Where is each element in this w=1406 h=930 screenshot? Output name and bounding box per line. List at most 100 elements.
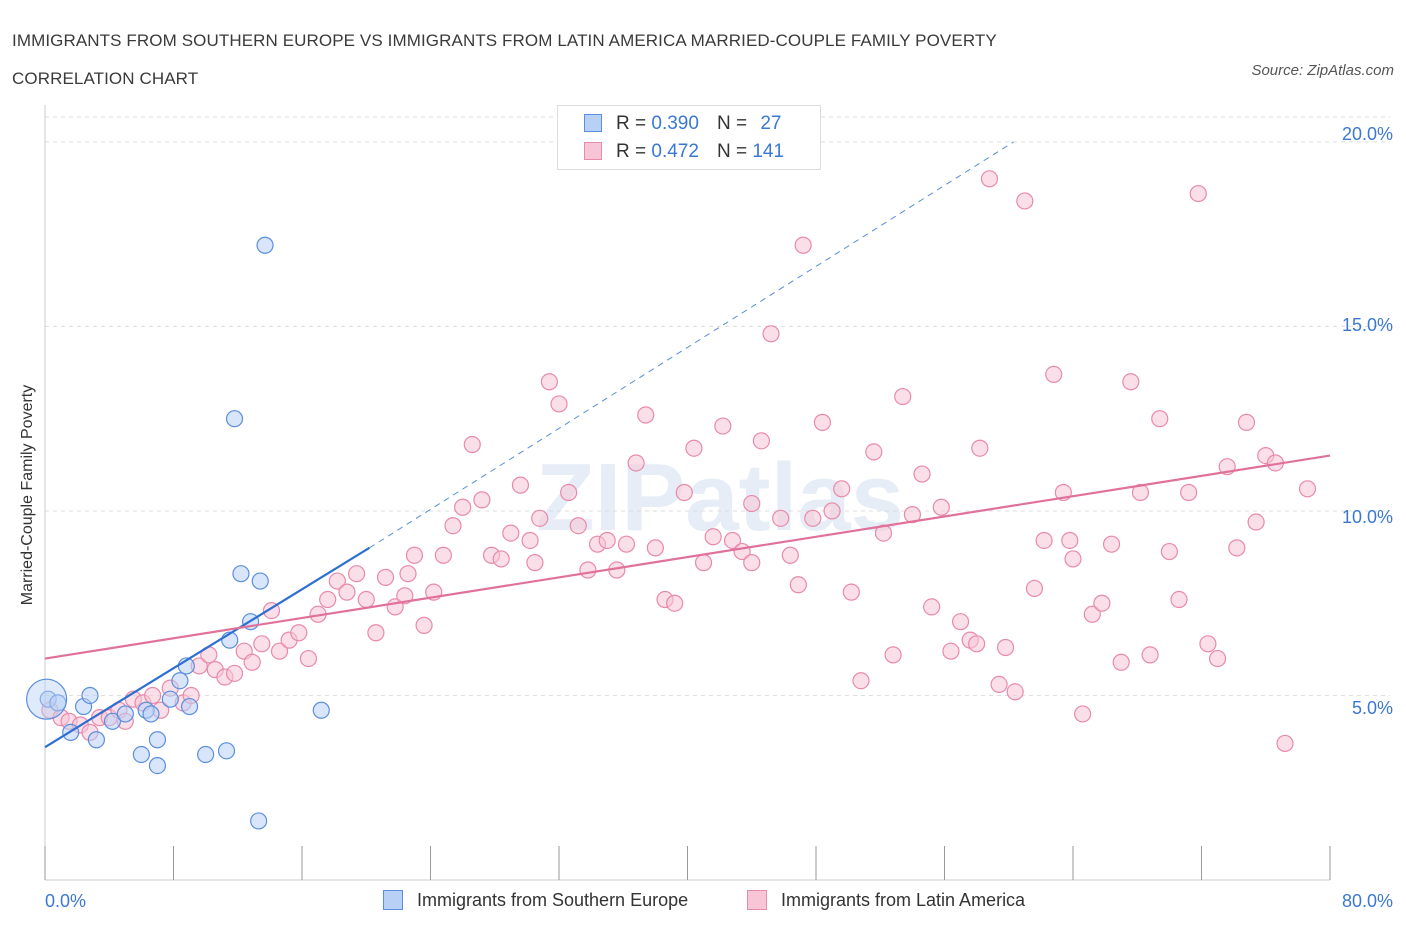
latin-america-point bbox=[144, 686, 162, 705]
latin-america-point bbox=[444, 517, 462, 535]
latin-america-point bbox=[714, 417, 732, 435]
legend-n-value: 141 bbox=[752, 141, 785, 162]
latin-america-point bbox=[290, 624, 308, 642]
latin-america-point bbox=[704, 528, 722, 546]
latin-america-point bbox=[270, 642, 289, 660]
latin-america-point bbox=[990, 675, 1008, 694]
southern-europe-cluster-point bbox=[26, 678, 68, 720]
southern-europe-point bbox=[142, 705, 160, 723]
latin-america-point bbox=[376, 568, 395, 586]
southern-europe-point bbox=[161, 690, 179, 708]
latin-america-point bbox=[627, 454, 645, 472]
latin-america-point bbox=[723, 531, 742, 550]
legend-row-southern-europe: R = 0.390 N = 27 bbox=[584, 113, 781, 135]
latin-america-point bbox=[1045, 365, 1063, 384]
latin-america-point bbox=[463, 435, 481, 454]
latin-america-point bbox=[743, 554, 761, 572]
legend-r-label: R = bbox=[616, 141, 647, 162]
latin-america-point bbox=[1006, 683, 1024, 701]
latin-america-point bbox=[942, 642, 960, 660]
latin-america-point bbox=[823, 502, 841, 520]
latin-america-point bbox=[1247, 513, 1265, 531]
legend-swatch-blue bbox=[584, 114, 602, 132]
southern-europe-point bbox=[312, 701, 330, 719]
latin-america-point bbox=[434, 546, 452, 564]
bottom-legend-label: Immigrants from Southern Europe bbox=[417, 890, 689, 910]
latin-america-point bbox=[951, 613, 970, 631]
latin-america-point bbox=[1180, 483, 1198, 502]
latin-america-point bbox=[1064, 550, 1082, 568]
latin-america-point bbox=[842, 583, 860, 601]
stats-legend: R = 0.390 N = 27 R = 0.472 N = 141 bbox=[557, 105, 821, 170]
latin-america-point bbox=[357, 590, 375, 609]
southern-europe-point bbox=[148, 756, 167, 775]
latin-america-point bbox=[319, 590, 337, 609]
bottom-swatch-blue bbox=[383, 890, 403, 910]
latin-america-point bbox=[415, 616, 433, 634]
latin-america-point bbox=[772, 509, 790, 527]
latin-america-point bbox=[1189, 184, 1207, 203]
latin-america-point bbox=[884, 646, 902, 664]
axes bbox=[44, 105, 1331, 881]
southern-europe-point bbox=[116, 705, 134, 723]
latin-america-point bbox=[789, 576, 807, 594]
latin-america-point bbox=[492, 550, 510, 568]
latin-america-point bbox=[913, 465, 931, 483]
latin-america-point bbox=[1035, 531, 1053, 550]
latin-america-point bbox=[1199, 635, 1217, 653]
latin-america-point bbox=[405, 546, 424, 564]
latin-america-point bbox=[752, 432, 770, 450]
southern-europe-point bbox=[171, 672, 189, 690]
latin-america-point bbox=[923, 598, 941, 616]
y-tick-5: 5.0% bbox=[1351, 698, 1393, 718]
latin-america-trend-line bbox=[44, 454, 1331, 660]
latin-america-point bbox=[338, 583, 356, 601]
southern-europe-point bbox=[81, 686, 99, 705]
bottom-legend-latin-america: Immigrants from Latin America bbox=[747, 890, 1025, 911]
latin-america-point bbox=[328, 572, 346, 590]
bottom-swatch-pink bbox=[747, 890, 767, 910]
latin-america-point bbox=[1151, 410, 1169, 428]
latin-america-point bbox=[996, 638, 1015, 657]
latin-america-point bbox=[894, 387, 912, 406]
latin-america-point bbox=[1061, 531, 1079, 550]
southern-europe-point bbox=[197, 745, 215, 764]
southern-europe-point bbox=[256, 236, 274, 254]
southern-europe-trend-extension bbox=[369, 141, 1014, 549]
latin-america-point bbox=[473, 491, 491, 509]
legend-r-value: 0.390 bbox=[651, 113, 699, 134]
latin-america-point bbox=[399, 565, 417, 583]
latin-america-point bbox=[1237, 413, 1256, 431]
latin-america-point bbox=[540, 373, 558, 391]
latin-america-point bbox=[1102, 535, 1121, 553]
latin-america-point bbox=[526, 554, 544, 572]
bottom-legend-southern-europe: Immigrants from Southern Europe bbox=[383, 890, 688, 911]
southern-europe-point bbox=[87, 731, 106, 749]
latin-america-point bbox=[675, 483, 693, 502]
chart-title: IMMIGRANTS FROM SOUTHERN EUROPE VS IMMIG… bbox=[12, 31, 997, 88]
latin-america-point bbox=[804, 509, 822, 527]
latin-america-point bbox=[1112, 653, 1130, 671]
latin-america-point bbox=[550, 395, 568, 413]
latin-america-point bbox=[743, 494, 761, 513]
latin-america-point bbox=[511, 476, 530, 494]
southern-europe-point bbox=[232, 565, 250, 583]
southern-europe-point bbox=[148, 731, 167, 749]
latin-america-point bbox=[531, 509, 549, 527]
latin-america-point bbox=[1074, 705, 1092, 723]
latin-america-point bbox=[637, 406, 655, 424]
legend-n-label: N = bbox=[716, 141, 748, 162]
latin-america-point bbox=[396, 587, 414, 605]
southern-europe-point bbox=[132, 745, 150, 764]
latin-america-point bbox=[852, 672, 870, 690]
southern-europe-point bbox=[217, 742, 236, 760]
latin-america-point bbox=[1298, 480, 1317, 498]
latin-america-point bbox=[348, 565, 366, 583]
y-tick-10: 10.0% bbox=[1341, 507, 1393, 527]
latin-america-point bbox=[1122, 373, 1140, 391]
legend-r-value: 0.472 bbox=[651, 141, 699, 162]
southern-europe-points bbox=[26, 236, 330, 830]
latin-america-point bbox=[968, 635, 986, 653]
latin-america-point bbox=[521, 531, 539, 550]
latin-america-point bbox=[813, 413, 832, 431]
